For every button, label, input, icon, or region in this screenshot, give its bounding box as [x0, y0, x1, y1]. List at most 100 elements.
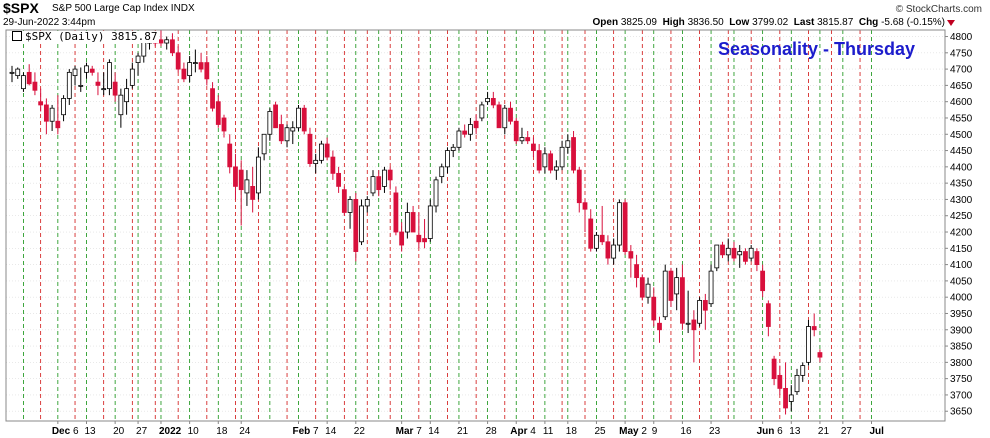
- candle-body: [84, 65, 89, 73]
- candle-body: [702, 300, 708, 311]
- candle-body: [290, 127, 296, 132]
- candle-body: [531, 143, 536, 151]
- candle-body: [788, 394, 794, 402]
- candle-body: [806, 326, 811, 363]
- x-tick-month: May: [619, 426, 639, 437]
- candle-body: [685, 322, 691, 325]
- x-tick-label: 23: [709, 426, 721, 437]
- x-tick-label: 25: [594, 426, 606, 437]
- x-tick-label: Mar 7: [396, 426, 423, 437]
- candle-body: [605, 241, 611, 259]
- candle-body: [525, 137, 531, 142]
- candle-body: [496, 104, 502, 129]
- header-row-quote: 29-Jun-2022 3:44pm Open 3825.09 High 383…: [0, 16, 990, 29]
- x-tick-label: 9: [652, 426, 658, 437]
- candle-body: [43, 104, 49, 122]
- down-arrow-icon: [947, 20, 955, 26]
- candle-body: [611, 244, 617, 259]
- candle-body: [697, 300, 702, 324]
- candle-body: [450, 146, 456, 151]
- candle-body: [731, 247, 737, 259]
- candle-body: [49, 107, 55, 122]
- candle-body: [307, 133, 313, 164]
- x-tick-label: Feb 7: [293, 426, 320, 437]
- candle-body: [370, 176, 376, 194]
- candle-body: [26, 71, 32, 85]
- x-tick-label: May 2: [619, 426, 647, 437]
- candle-body: [181, 68, 187, 80]
- candle-body: [267, 111, 273, 135]
- y-tick-label: 4400: [950, 162, 973, 173]
- x-tick-day: 6: [774, 426, 783, 437]
- candle-body: [416, 234, 422, 243]
- x-tick-month: Feb: [293, 426, 311, 437]
- candle-body: [519, 137, 525, 142]
- y-tick-label: 4150: [950, 244, 973, 255]
- chg-value: -5.68 (-0.15%): [881, 17, 945, 28]
- y-tick-label: 4300: [950, 195, 973, 206]
- high-value: 3836.50: [687, 17, 724, 28]
- y-tick-label: 3800: [950, 358, 973, 369]
- x-tick-month: Dec: [52, 426, 71, 437]
- candle-body: [783, 388, 788, 409]
- y-tick-label: 4350: [950, 179, 973, 190]
- candle-body: [341, 189, 347, 213]
- last-value: 3815.87: [817, 17, 854, 28]
- candle-body: [61, 98, 66, 116]
- candle-body: [175, 52, 181, 70]
- candle-body: [9, 71, 15, 74]
- y-tick-label: 4650: [950, 81, 973, 92]
- candle-body: [170, 39, 175, 54]
- candles: [9, 30, 823, 415]
- candle-body: [66, 71, 72, 99]
- candle-body: [439, 166, 445, 178]
- candle-body: [353, 199, 359, 252]
- x-tick-label: 14: [428, 426, 440, 437]
- candle-body: [588, 218, 594, 249]
- y-tick-label: 4200: [950, 228, 973, 239]
- candle-body: [112, 81, 118, 96]
- candle-body: [215, 101, 221, 125]
- candle-body: [513, 120, 519, 142]
- candle-body: [794, 374, 800, 393]
- candle-body: [101, 88, 107, 91]
- quote-datetime: 29-Jun-2022 3:44pm: [3, 17, 96, 28]
- candle-body: [244, 179, 250, 194]
- candle-body: [559, 146, 565, 168]
- candle-body: [668, 270, 674, 301]
- open-label: Open: [592, 17, 619, 28]
- candle-body: [255, 156, 261, 194]
- candle-body: [616, 202, 622, 246]
- chart-grid: [6, 36, 945, 412]
- candle-body: [72, 68, 78, 77]
- x-tick-label: 18: [566, 426, 578, 437]
- y-tick-label: 3650: [950, 407, 973, 418]
- candle-body: [313, 159, 319, 164]
- y-tick-label: 4050: [950, 276, 973, 287]
- candle-body: [800, 365, 806, 376]
- candle-body: [192, 62, 198, 64]
- candle-body: [651, 296, 657, 321]
- high-label: High: [662, 17, 685, 28]
- price-chart: 3650 3700 3750 3800 3850 3900 3950 4000 4050 4100…: [5, 29, 973, 437]
- candle-body: [485, 98, 490, 103]
- candle-body: [301, 107, 307, 132]
- candle-body: [15, 68, 21, 77]
- candle-body: [502, 107, 508, 129]
- x-tick-label: 27: [136, 426, 148, 437]
- candle-body: [433, 179, 439, 207]
- candle-body: [542, 153, 548, 168]
- y-tick-label: 4550: [950, 113, 973, 124]
- candle-body: [680, 277, 685, 324]
- x-tick-label: 16: [680, 426, 692, 437]
- candle-body: [164, 39, 170, 44]
- candle-body: [376, 176, 382, 191]
- candle-body: [296, 107, 301, 129]
- candle-body: [427, 205, 433, 239]
- x-tick-label: 20: [113, 426, 125, 437]
- candle-body: [124, 88, 129, 103]
- candle-body: [725, 247, 731, 256]
- candle-body: [634, 264, 639, 279]
- candle-body: [508, 107, 513, 122]
- y-tick-label: 4800: [950, 32, 973, 43]
